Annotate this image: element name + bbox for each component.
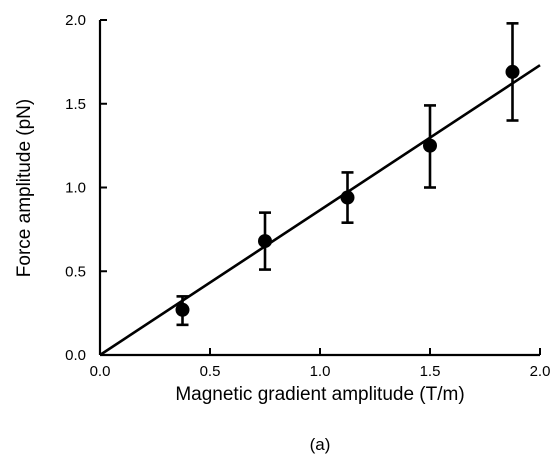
figure-caption: (a) <box>310 435 331 454</box>
y-tick-label: 0.5 <box>65 263 86 280</box>
data-point <box>423 138 437 153</box>
x-tick-label: 0.5 <box>200 363 221 380</box>
data-point <box>340 190 355 205</box>
x-tick-label: 1.0 <box>310 363 331 380</box>
y-tick-label: 1.0 <box>65 180 86 197</box>
data-point <box>175 302 190 317</box>
y-tick-label: 2.0 <box>65 12 86 29</box>
x-axis-title: Magnetic gradient amplitude (T/m) <box>175 384 464 405</box>
data-point <box>505 64 520 79</box>
data-point <box>258 234 272 249</box>
fit-line <box>99 64 541 357</box>
x-tick-label: 2.0 <box>530 363 551 380</box>
y-tick-label: 1.5 <box>65 96 86 113</box>
x-tick-label: 0.0 <box>90 363 111 380</box>
y-tick-label: 0.0 <box>65 347 86 364</box>
y-axis-title: Force amplitude (pN) <box>14 99 35 277</box>
x-tick-label: 1.5 <box>420 363 441 380</box>
